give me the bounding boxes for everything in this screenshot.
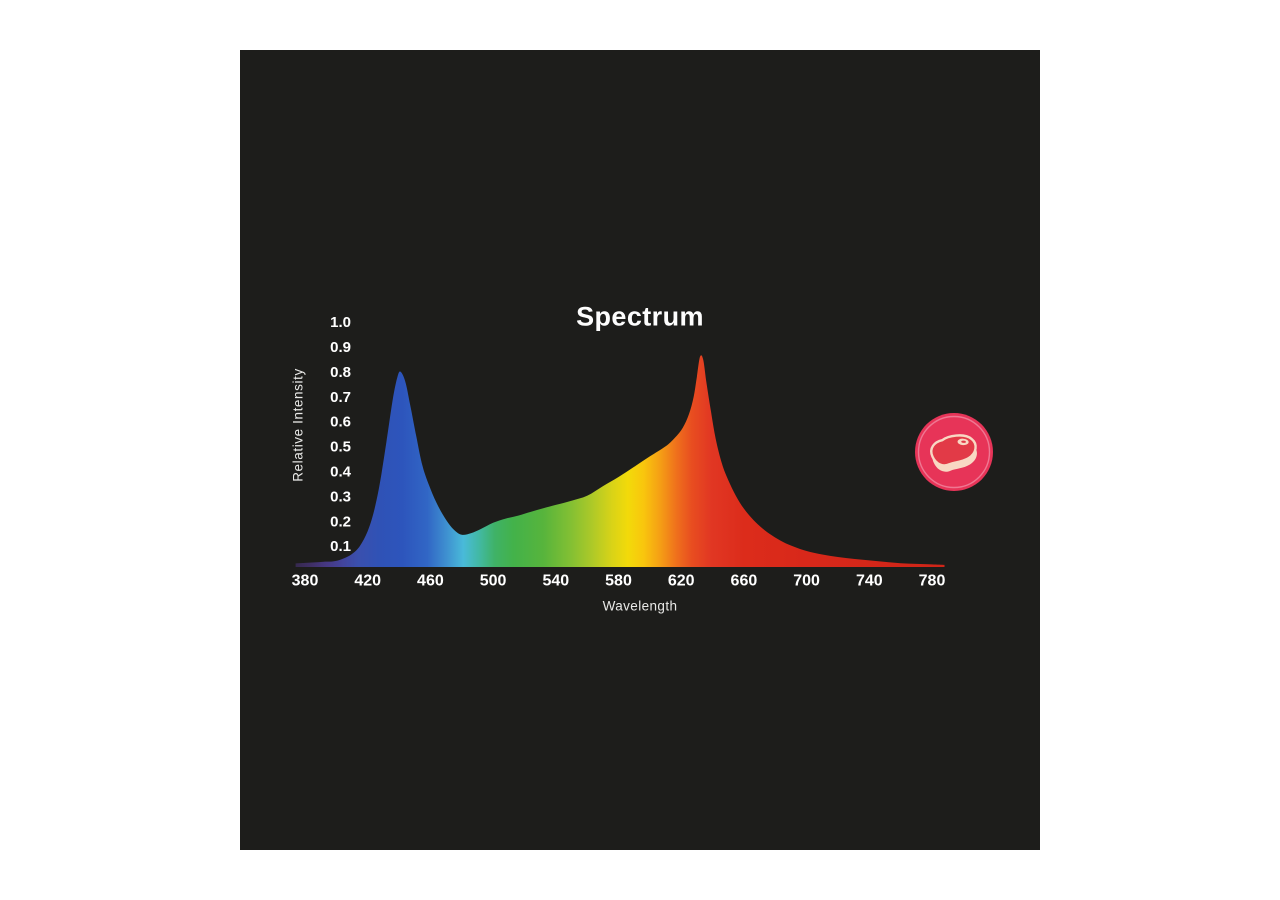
y-axis-tick-labels: 1.0 0.9 0.8 0.7 0.6 0.5 0.4 0.3 0.2 0.1 xyxy=(330,314,352,555)
x-tick-label: 580 xyxy=(605,573,632,590)
badge-ring xyxy=(917,415,991,489)
y-tick-label: 0.4 xyxy=(330,464,352,481)
spectrum-area-series xyxy=(295,355,945,567)
x-tick-label: 660 xyxy=(731,573,758,590)
x-tick-label: 460 xyxy=(417,573,444,590)
y-tick-label: 0.9 xyxy=(330,339,351,356)
steak-fat-center xyxy=(961,440,966,443)
y-axis-title: Relative Intensity xyxy=(290,368,306,482)
steak-badge-icon xyxy=(915,413,993,491)
x-tick-label: 540 xyxy=(542,573,569,590)
steak-icon xyxy=(930,434,977,472)
y-tick-label: 0.8 xyxy=(330,364,351,381)
x-axis-title: Wavelength xyxy=(602,598,678,614)
y-tick-label: 0.1 xyxy=(330,538,351,555)
x-tick-label: 420 xyxy=(354,573,381,590)
steak-outline xyxy=(930,434,977,467)
x-tick-label: 500 xyxy=(480,573,507,590)
y-tick-label: 0.3 xyxy=(330,488,351,505)
chart-title: Spectrum xyxy=(576,301,704,332)
y-tick-label: 0.2 xyxy=(330,513,351,530)
x-tick-label: 700 xyxy=(793,573,820,590)
x-tick-label: 620 xyxy=(668,573,695,590)
spectrum-panel: 1.0 0.9 0.8 0.7 0.6 0.5 0.4 0.3 0.2 0.1 380 420 460… xyxy=(240,50,1040,850)
y-tick-label: 0.7 xyxy=(330,389,351,406)
x-axis-tick-labels: 380 420 460 500 540 580 620 660 700 740 780 xyxy=(292,573,946,590)
spectrum-chart: 1.0 0.9 0.8 0.7 0.6 0.5 0.4 0.3 0.2 0.1 380 420 460… xyxy=(292,314,993,590)
x-tick-label: 740 xyxy=(856,573,883,590)
y-tick-label: 0.5 xyxy=(330,439,351,456)
x-tick-label: 780 xyxy=(919,573,946,590)
y-tick-label: 1.0 xyxy=(330,314,351,331)
x-tick-label: 380 xyxy=(292,573,319,590)
y-tick-label: 0.6 xyxy=(330,414,351,431)
